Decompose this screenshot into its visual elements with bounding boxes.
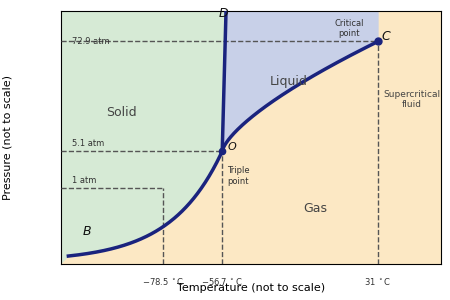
Text: Supercritical
fluid: Supercritical fluid	[383, 90, 441, 109]
Text: 5.1 atm: 5.1 atm	[72, 139, 104, 148]
Text: $-78.5\ ^\circ$C: $-78.5\ ^\circ$C	[142, 276, 184, 287]
Text: Triple
point: Triple point	[227, 167, 249, 186]
Text: 1 atm: 1 atm	[72, 176, 97, 185]
Polygon shape	[61, 11, 226, 264]
Text: $O$: $O$	[227, 140, 237, 152]
Text: Gas: Gas	[303, 202, 327, 214]
Polygon shape	[61, 11, 441, 264]
Text: $-56.7\ ^\circ$C: $-56.7\ ^\circ$C	[202, 276, 243, 287]
Text: Solid: Solid	[106, 106, 137, 118]
Text: Pressure (not to scale): Pressure (not to scale)	[3, 75, 13, 200]
Text: $31\ ^\circ$C: $31\ ^\circ$C	[364, 276, 392, 287]
Polygon shape	[222, 11, 378, 151]
Text: Liquid: Liquid	[270, 75, 308, 88]
Text: $D$: $D$	[218, 8, 230, 20]
Text: $C$: $C$	[381, 30, 392, 43]
Text: $B$: $B$	[81, 225, 91, 238]
Text: Critical
point: Critical point	[335, 19, 364, 38]
X-axis label: Temperature (not to scale): Temperature (not to scale)	[177, 283, 325, 293]
Text: 72.9 atm: 72.9 atm	[72, 37, 110, 46]
